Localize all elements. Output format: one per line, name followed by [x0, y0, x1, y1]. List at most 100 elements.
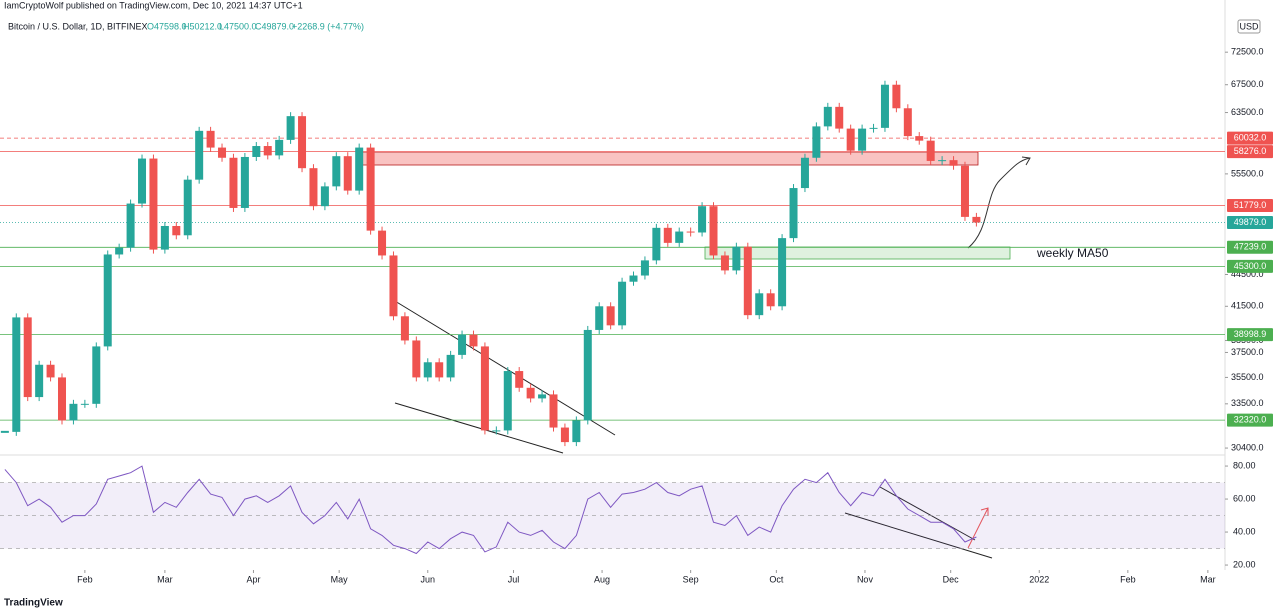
rsi-band [0, 482, 1225, 549]
candle [583, 329, 592, 421]
candle [286, 116, 295, 140]
candle [675, 231, 684, 243]
trendline [394, 402, 564, 454]
price-label: 47239.0 [1234, 242, 1267, 252]
y-tick-label: 67500.0 [1231, 79, 1264, 89]
candle [400, 316, 409, 341]
price-label-box [1227, 216, 1273, 230]
price-label-box [1227, 259, 1273, 273]
footer-logo: TradingView [4, 598, 63, 609]
publisher: IamCryptoWolf published on TradingView.c… [4, 0, 303, 10]
candle [903, 108, 912, 137]
ohlc-high: H50212.0 [183, 21, 222, 31]
candle [12, 317, 21, 432]
candle [823, 106, 832, 127]
candle [275, 139, 284, 156]
candle [972, 216, 981, 223]
rsi-arrow [967, 507, 989, 549]
x-tick-label: Jul [508, 574, 520, 584]
candle [46, 364, 55, 378]
candle [949, 160, 958, 166]
x-tick-label: Feb [1120, 574, 1136, 584]
x-tick-label: Oct [769, 574, 784, 584]
candle [378, 230, 387, 256]
candle [789, 188, 798, 239]
candle [515, 371, 524, 388]
candle [892, 84, 901, 109]
price-label: 38998.9 [1234, 329, 1267, 339]
candle [812, 126, 821, 158]
candle [366, 147, 375, 231]
candle [732, 246, 741, 271]
candle [640, 260, 649, 276]
candle [229, 157, 238, 208]
candle [618, 281, 627, 326]
candle [58, 377, 67, 421]
candle [743, 246, 752, 316]
candle [606, 306, 615, 326]
y-tick-label: 80.00 [1233, 460, 1256, 470]
price-label-box [1227, 131, 1273, 145]
price-label-box [1227, 240, 1273, 254]
candle [0, 430, 9, 433]
candle [389, 255, 398, 317]
ohlc-open: O47598.0 [147, 21, 187, 31]
candle [80, 403, 89, 405]
price-label-box [1227, 198, 1273, 212]
x-tick-label: Nov [857, 574, 874, 584]
candle [663, 227, 672, 243]
candle [435, 362, 444, 378]
y-tick-label: 72500.0 [1231, 47, 1264, 57]
price-label-box [1227, 145, 1273, 159]
candle [263, 146, 272, 156]
candle [915, 136, 924, 141]
candle [560, 427, 569, 443]
candle [103, 254, 112, 347]
candle [835, 106, 844, 129]
y-tick-label: 63500.0 [1231, 107, 1264, 117]
candle [172, 225, 181, 236]
y-tick-label: 37500.0 [1231, 347, 1264, 357]
candle [423, 362, 432, 378]
candle [766, 293, 775, 307]
price-label: 49879.0 [1234, 217, 1267, 227]
ohlc-change: +2268.9 (+4.77%) [292, 21, 364, 31]
candle [572, 420, 581, 443]
price-label: 58276.0 [1234, 146, 1267, 156]
candle [298, 116, 307, 169]
candle [446, 354, 455, 378]
candle [138, 158, 147, 204]
candle [320, 186, 329, 207]
candle [880, 84, 889, 128]
candle [846, 128, 855, 151]
candle [869, 127, 878, 129]
candle [126, 203, 135, 248]
candle [538, 394, 547, 399]
projection-arrow [967, 157, 1031, 249]
candle [755, 293, 764, 316]
candle [218, 147, 227, 158]
price-label-box [1227, 413, 1273, 427]
y-tick-label: 44500.0 [1231, 269, 1264, 279]
candle [343, 156, 352, 191]
candle [492, 430, 501, 432]
y-tick-label: 55500.0 [1231, 168, 1264, 178]
candle [23, 317, 32, 398]
candle [35, 364, 44, 398]
x-tick-label: Dec [943, 574, 960, 584]
arrow-head [1021, 156, 1031, 166]
candle [309, 168, 318, 207]
candle [652, 227, 661, 261]
candle [149, 158, 158, 250]
candle [412, 340, 421, 378]
symbol: Bitcoin / U.S. Dollar, 1D, BITFINEX [8, 21, 148, 31]
price-label-box [1227, 328, 1273, 342]
candle [686, 231, 695, 233]
y-tick-label: 20.00 [1233, 559, 1256, 569]
candle [92, 346, 101, 404]
x-tick-label: Mar [157, 574, 173, 584]
candle [698, 206, 707, 233]
candle [240, 156, 249, 208]
rsi-arrow-head [980, 507, 989, 516]
